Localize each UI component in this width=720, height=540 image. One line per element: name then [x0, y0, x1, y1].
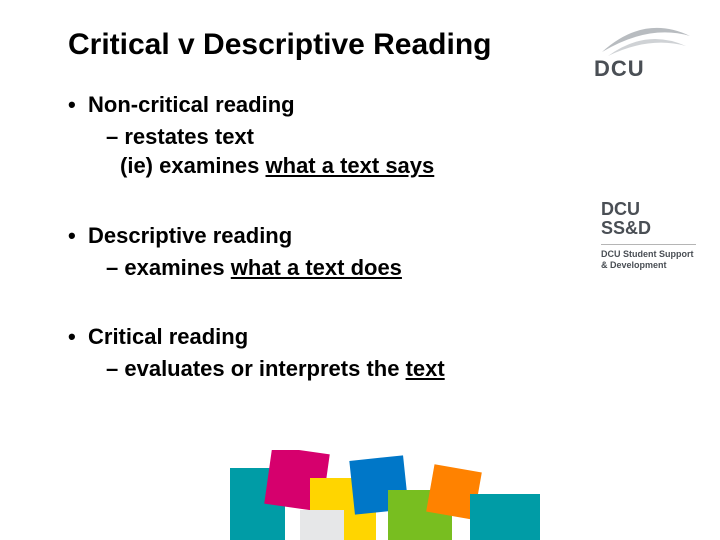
ssd-title: DCU SS&D	[601, 200, 696, 238]
bullet-group: Descriptive reading– examines what a tex…	[68, 221, 670, 282]
bullet-group: Critical reading– evaluates or interpret…	[68, 322, 670, 383]
subline-underlined: what a text does	[231, 255, 402, 280]
bullet-subline: – evaluates or interprets the text	[68, 354, 670, 384]
bullet-subline: (ie) examines what a text says	[68, 151, 670, 181]
slide-title: Critical v Descriptive Reading	[68, 28, 670, 62]
dcu-logo-text: DCU	[594, 56, 645, 82]
dcu-logo: DCU	[594, 22, 694, 82]
slide-content: Non-critical reading– restates text(ie) …	[68, 90, 670, 384]
subline-prefix: –	[106, 255, 124, 280]
subline-prefix: –	[106, 124, 124, 149]
decorative-shapes	[0, 450, 720, 540]
ssd-subtitle: DCU Student Support & Development	[601, 244, 696, 272]
subline-underlined: what a text says	[266, 153, 435, 178]
swoosh-icon	[594, 22, 694, 60]
bullet: Non-critical reading	[68, 90, 670, 120]
bullet: Critical reading	[68, 322, 670, 352]
bullet-subline: – restates text	[68, 122, 670, 152]
subline-plain: (ie) examines	[120, 153, 266, 178]
bullet-subline: – examines what a text does	[68, 253, 670, 283]
ssd-line1: DCU	[601, 199, 640, 219]
slide: Critical v Descriptive Reading Non-criti…	[0, 0, 720, 540]
subline-plain: examines	[124, 255, 230, 280]
subline-plain: evaluates or interprets the	[124, 356, 405, 381]
subline-underlined: text	[406, 356, 445, 381]
ssd-block: DCU SS&D DCU Student Support & Developme…	[601, 200, 696, 271]
bullet-group: Non-critical reading– restates text(ie) …	[68, 90, 670, 181]
subline-prefix: –	[106, 356, 124, 381]
subline-plain: restates text	[124, 124, 254, 149]
bullet: Descriptive reading	[68, 221, 670, 251]
ssd-line2: SS&D	[601, 218, 651, 238]
